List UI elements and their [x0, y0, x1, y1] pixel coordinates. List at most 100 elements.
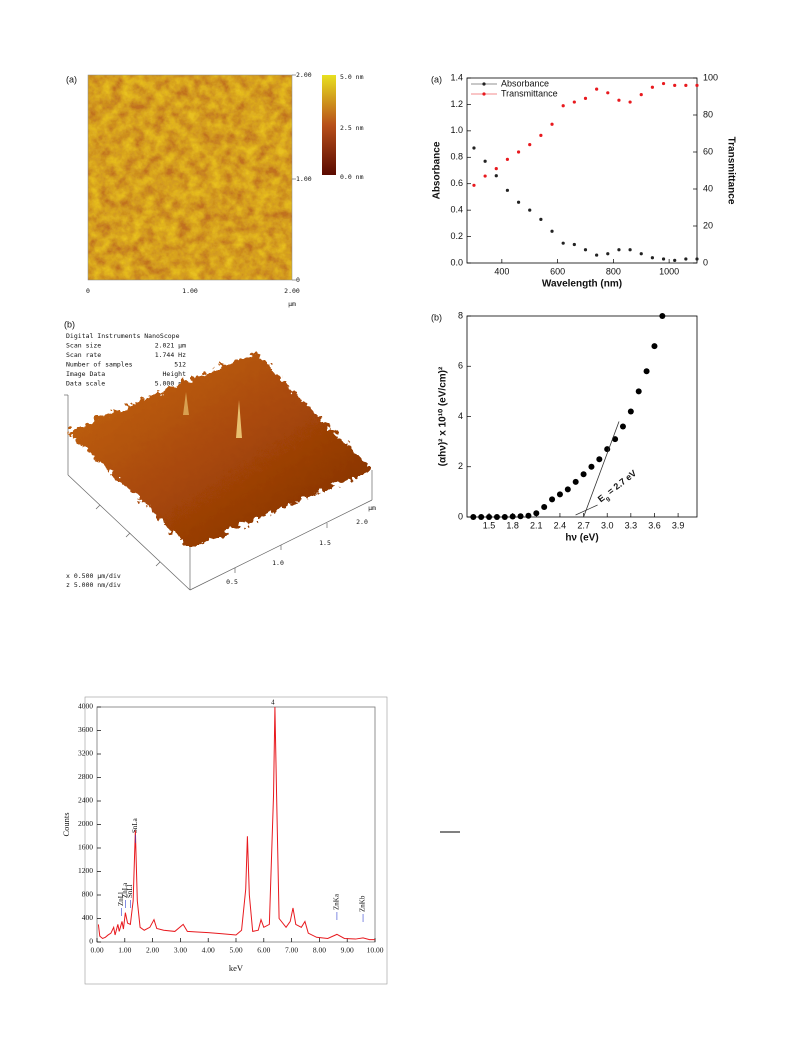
y-tick-label: 1.00: [296, 175, 312, 183]
afm-image: [88, 75, 292, 280]
data-point: [556, 491, 563, 498]
data-point: [619, 423, 626, 430]
data-point: [628, 248, 632, 252]
data-point: [661, 81, 666, 86]
info-value: 512: [174, 361, 186, 369]
x-tick-label: 2.1: [530, 520, 543, 530]
y2-axis-title: Transmittance: [725, 137, 736, 205]
y-tick-label: 3200: [78, 749, 93, 758]
y2-tick-label: 0: [703, 257, 708, 267]
data-point: [483, 159, 487, 163]
axis-tick-label: 1.5: [319, 539, 331, 547]
x-tick-label: 9.00: [341, 946, 354, 955]
y-tick-label: 0: [458, 511, 463, 521]
data-point: [486, 514, 493, 520]
chart: 400 600 800 1000 0.0 0.2 0.4 0.6 0.8 1.0 1.2 1.4 0 20…: [431, 72, 736, 289]
info-key: Digital Instruments NanoScope: [66, 332, 180, 340]
x-tick-label: 6.00: [257, 946, 270, 955]
x-axis-title: keV: [229, 963, 244, 973]
panel-label: (b): [431, 312, 442, 322]
data-point: [606, 91, 610, 95]
x-tick-label: 3.9: [672, 520, 685, 530]
x-tick-label: 2.00: [284, 287, 300, 295]
info-key: Data scale: [66, 380, 105, 388]
x-tick-label: 5.00: [229, 946, 242, 955]
legend-marker: [482, 92, 486, 96]
y-tick-label: 400: [82, 913, 94, 922]
color-bar: [322, 75, 336, 175]
data-point: [517, 513, 524, 520]
y-tick-label: 1.0: [450, 125, 463, 135]
axis-unit: µm: [368, 504, 376, 512]
data-point: [528, 143, 532, 147]
data-point: [505, 188, 510, 192]
tick: [95, 504, 101, 510]
x-tick-label: 3.0: [601, 520, 614, 530]
y-tick-label: 0: [89, 937, 93, 946]
data-point: [494, 167, 498, 171]
data-point: [583, 248, 588, 252]
legend-label: Transmittance: [501, 88, 558, 98]
y-tick-label: 2.00: [296, 71, 312, 79]
data-point: [684, 257, 688, 261]
surface-spike: [183, 392, 189, 415]
legend-label: Absorbance: [501, 78, 549, 88]
peak-label: SnLl: [126, 884, 134, 898]
annotation-rest: = 2.7 eV: [604, 468, 639, 498]
y2-tick-label: 20: [703, 220, 713, 230]
x-tick-label: 800: [606, 266, 621, 276]
peak-label: ZnKa: [333, 893, 341, 910]
data-point: [549, 496, 556, 503]
data-point: [595, 87, 599, 91]
data-point: [533, 510, 540, 517]
x-tick-label: 8.00: [313, 946, 326, 955]
x-tick-label: 3.6: [648, 520, 661, 530]
data-point: [472, 183, 476, 187]
data-point: [472, 146, 476, 150]
y-tick-label: 0.2: [450, 231, 463, 241]
data-point: [550, 122, 554, 126]
info-value: Height: [163, 370, 187, 378]
data-point: [628, 100, 632, 104]
colorbar-label: 0.0 nm: [340, 173, 364, 181]
data-point: [572, 100, 576, 104]
data-point: [580, 471, 587, 478]
y-tick-label: 1.4: [450, 72, 463, 82]
y2-tick-label: 100: [703, 72, 718, 82]
x-tick-label: 1.00: [182, 287, 198, 295]
y2-tick-label: 80: [703, 109, 713, 119]
data-point: [650, 85, 654, 89]
x-axis-title: hν (eV): [565, 533, 598, 544]
y-axis-title: (αhν)² x 10¹⁰ (eV/cm)²: [438, 366, 449, 466]
info-key: Scan rate: [66, 351, 101, 359]
panel-label: (b): [64, 319, 75, 329]
y-tick-label: 2400: [78, 796, 93, 805]
data-point: [595, 253, 599, 257]
data-point: [639, 93, 643, 97]
data-point: [528, 208, 532, 212]
y-tick-label: 2800: [78, 772, 93, 781]
x-tick-label: 7.00: [285, 946, 298, 955]
tick: [155, 561, 161, 567]
data-point: [541, 503, 548, 510]
y2-tick-label: 60: [703, 146, 713, 156]
colorbar-label: 2.5 nm: [340, 124, 364, 132]
peak-label: ZnLl: [117, 892, 125, 906]
x-tick-label: 2.4: [554, 520, 567, 530]
peak-label: SnLa: [131, 817, 139, 833]
top-label: 4: [271, 699, 275, 707]
data-line: [97, 706, 375, 941]
data-point: [572, 478, 579, 485]
legend-marker: [482, 82, 486, 86]
tick: [125, 532, 131, 538]
data-point: [639, 252, 643, 256]
data-point: [617, 248, 621, 252]
data-point: [617, 98, 621, 102]
data-point: [651, 343, 658, 350]
axis-tick-label: 0.5: [226, 578, 238, 586]
y-tick-label: 8: [458, 310, 463, 320]
data-point: [564, 486, 571, 493]
info-value: 2.021 µm: [155, 342, 186, 350]
scale-text: x 0.500 µm/div: [66, 572, 121, 580]
peak-label: ZnLa: [121, 882, 129, 898]
